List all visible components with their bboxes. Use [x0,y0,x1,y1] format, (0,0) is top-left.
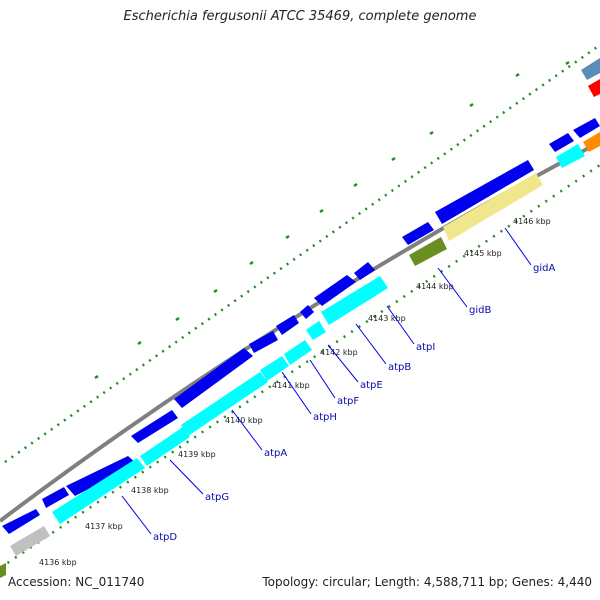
feature-track [0,58,600,578]
gene-label: atpE [360,380,383,391]
gc-dots-outer [5,45,600,462]
tick-label: 4146 kbp [513,217,551,226]
feature-red [588,79,600,97]
gc-bars [95,62,569,378]
tick-label: 4140 kbp [225,416,263,425]
genome-summary-text: Topology: circular; Length: 4,588,711 bp… [262,575,592,589]
feature-cyan [306,321,326,340]
tick-label: 4142 kbp [320,348,358,357]
feature-steelblue [581,58,600,80]
gene-label: atpH [313,412,337,423]
forward-strand-genes [2,118,600,534]
tick-label: 4143 kbp [368,314,406,323]
tick-label: 4138 kbp [131,486,169,495]
feature-olive [409,237,447,266]
gene-label-leaders [122,228,531,534]
feature-gray [10,526,50,556]
gene-label: atpI [416,342,435,353]
gene-label: gidA [533,263,555,274]
gene-label: atpG [205,492,229,503]
gene-label: atpB [388,362,411,373]
accession-text: Accession: NC_011740 [8,575,144,589]
gene-label: atpD [153,532,177,543]
tick-label: 4144 kbp [416,282,454,291]
gene-arrow [249,331,278,353]
gene-label: atpF [337,396,359,407]
gene-label: atpA [264,448,287,459]
tick-label: 4136 kbp [39,558,77,567]
tick-label: 4137 kbp [85,522,123,531]
tick-labels: 4136 kbp 4137 kbp 4138 kbp 4139 kbp 4140… [39,217,551,567]
gc-dots-inner [0,165,600,568]
gene-label: gidB [469,305,491,316]
tick-label: 4139 kbp [178,450,216,459]
feature-olive-edge [0,563,6,578]
tick-label: 4145 kbp [464,249,502,258]
gene-arrow [276,315,299,335]
